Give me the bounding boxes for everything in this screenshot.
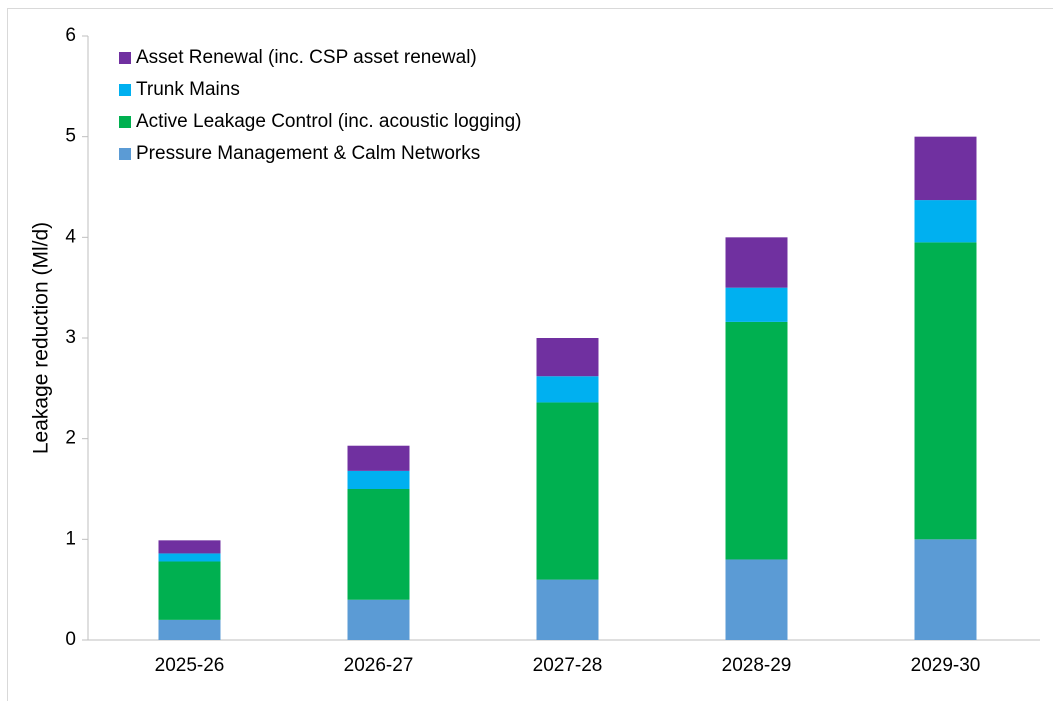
legend-label: Trunk Mains	[136, 79, 240, 100]
bar-segment	[536, 579, 599, 640]
bar-segment	[914, 539, 977, 640]
bar-segment	[158, 619, 221, 640]
x-tick-label: 2029-30	[911, 655, 981, 676]
y-tick-label: 0	[65, 629, 76, 650]
y-tick-label: 4	[65, 226, 76, 247]
chart-frame	[7, 8, 1053, 701]
bar-segment	[725, 237, 788, 288]
y-tick-label: 3	[65, 327, 76, 348]
x-tick-label: 2028-29	[722, 655, 792, 676]
x-tick-label: 2027-28	[533, 655, 603, 676]
x-tick-label: 2025-26	[155, 655, 225, 676]
bar-segment	[158, 553, 221, 562]
legend-swatch	[119, 84, 131, 96]
bar-segment	[347, 470, 410, 489]
legend-label: Asset Renewal (inc. CSP asset renewal)	[136, 47, 477, 68]
legend-swatch	[119, 52, 131, 64]
x-tick-label: 2026-27	[344, 655, 414, 676]
bar-segment	[158, 561, 221, 620]
bar-segment	[347, 489, 410, 600]
legend-swatch	[119, 116, 131, 128]
y-tick-label: 2	[65, 428, 76, 449]
bar-segment	[725, 321, 788, 560]
bar-segment	[347, 445, 410, 471]
y-tick-label: 6	[65, 25, 76, 46]
bar-segment	[536, 376, 599, 403]
bar-segment	[536, 402, 599, 580]
y-tick-label: 1	[65, 528, 76, 549]
bar-segment	[536, 338, 599, 377]
y-axis-label: Leakage reduction (Ml/d)	[30, 222, 53, 454]
bar-segment	[158, 540, 221, 554]
bar-segment	[914, 242, 977, 540]
y-tick-label: 5	[65, 126, 76, 147]
bar-segment	[914, 136, 977, 201]
legend-label: Pressure Management & Calm Networks	[136, 143, 480, 164]
bar-segment	[725, 559, 788, 640]
legend-swatch	[119, 148, 131, 160]
bar-segment	[725, 287, 788, 322]
bar-segment	[914, 200, 977, 243]
bar-segment	[347, 599, 410, 640]
legend-label: Active Leakage Control (inc. acoustic lo…	[136, 111, 521, 132]
